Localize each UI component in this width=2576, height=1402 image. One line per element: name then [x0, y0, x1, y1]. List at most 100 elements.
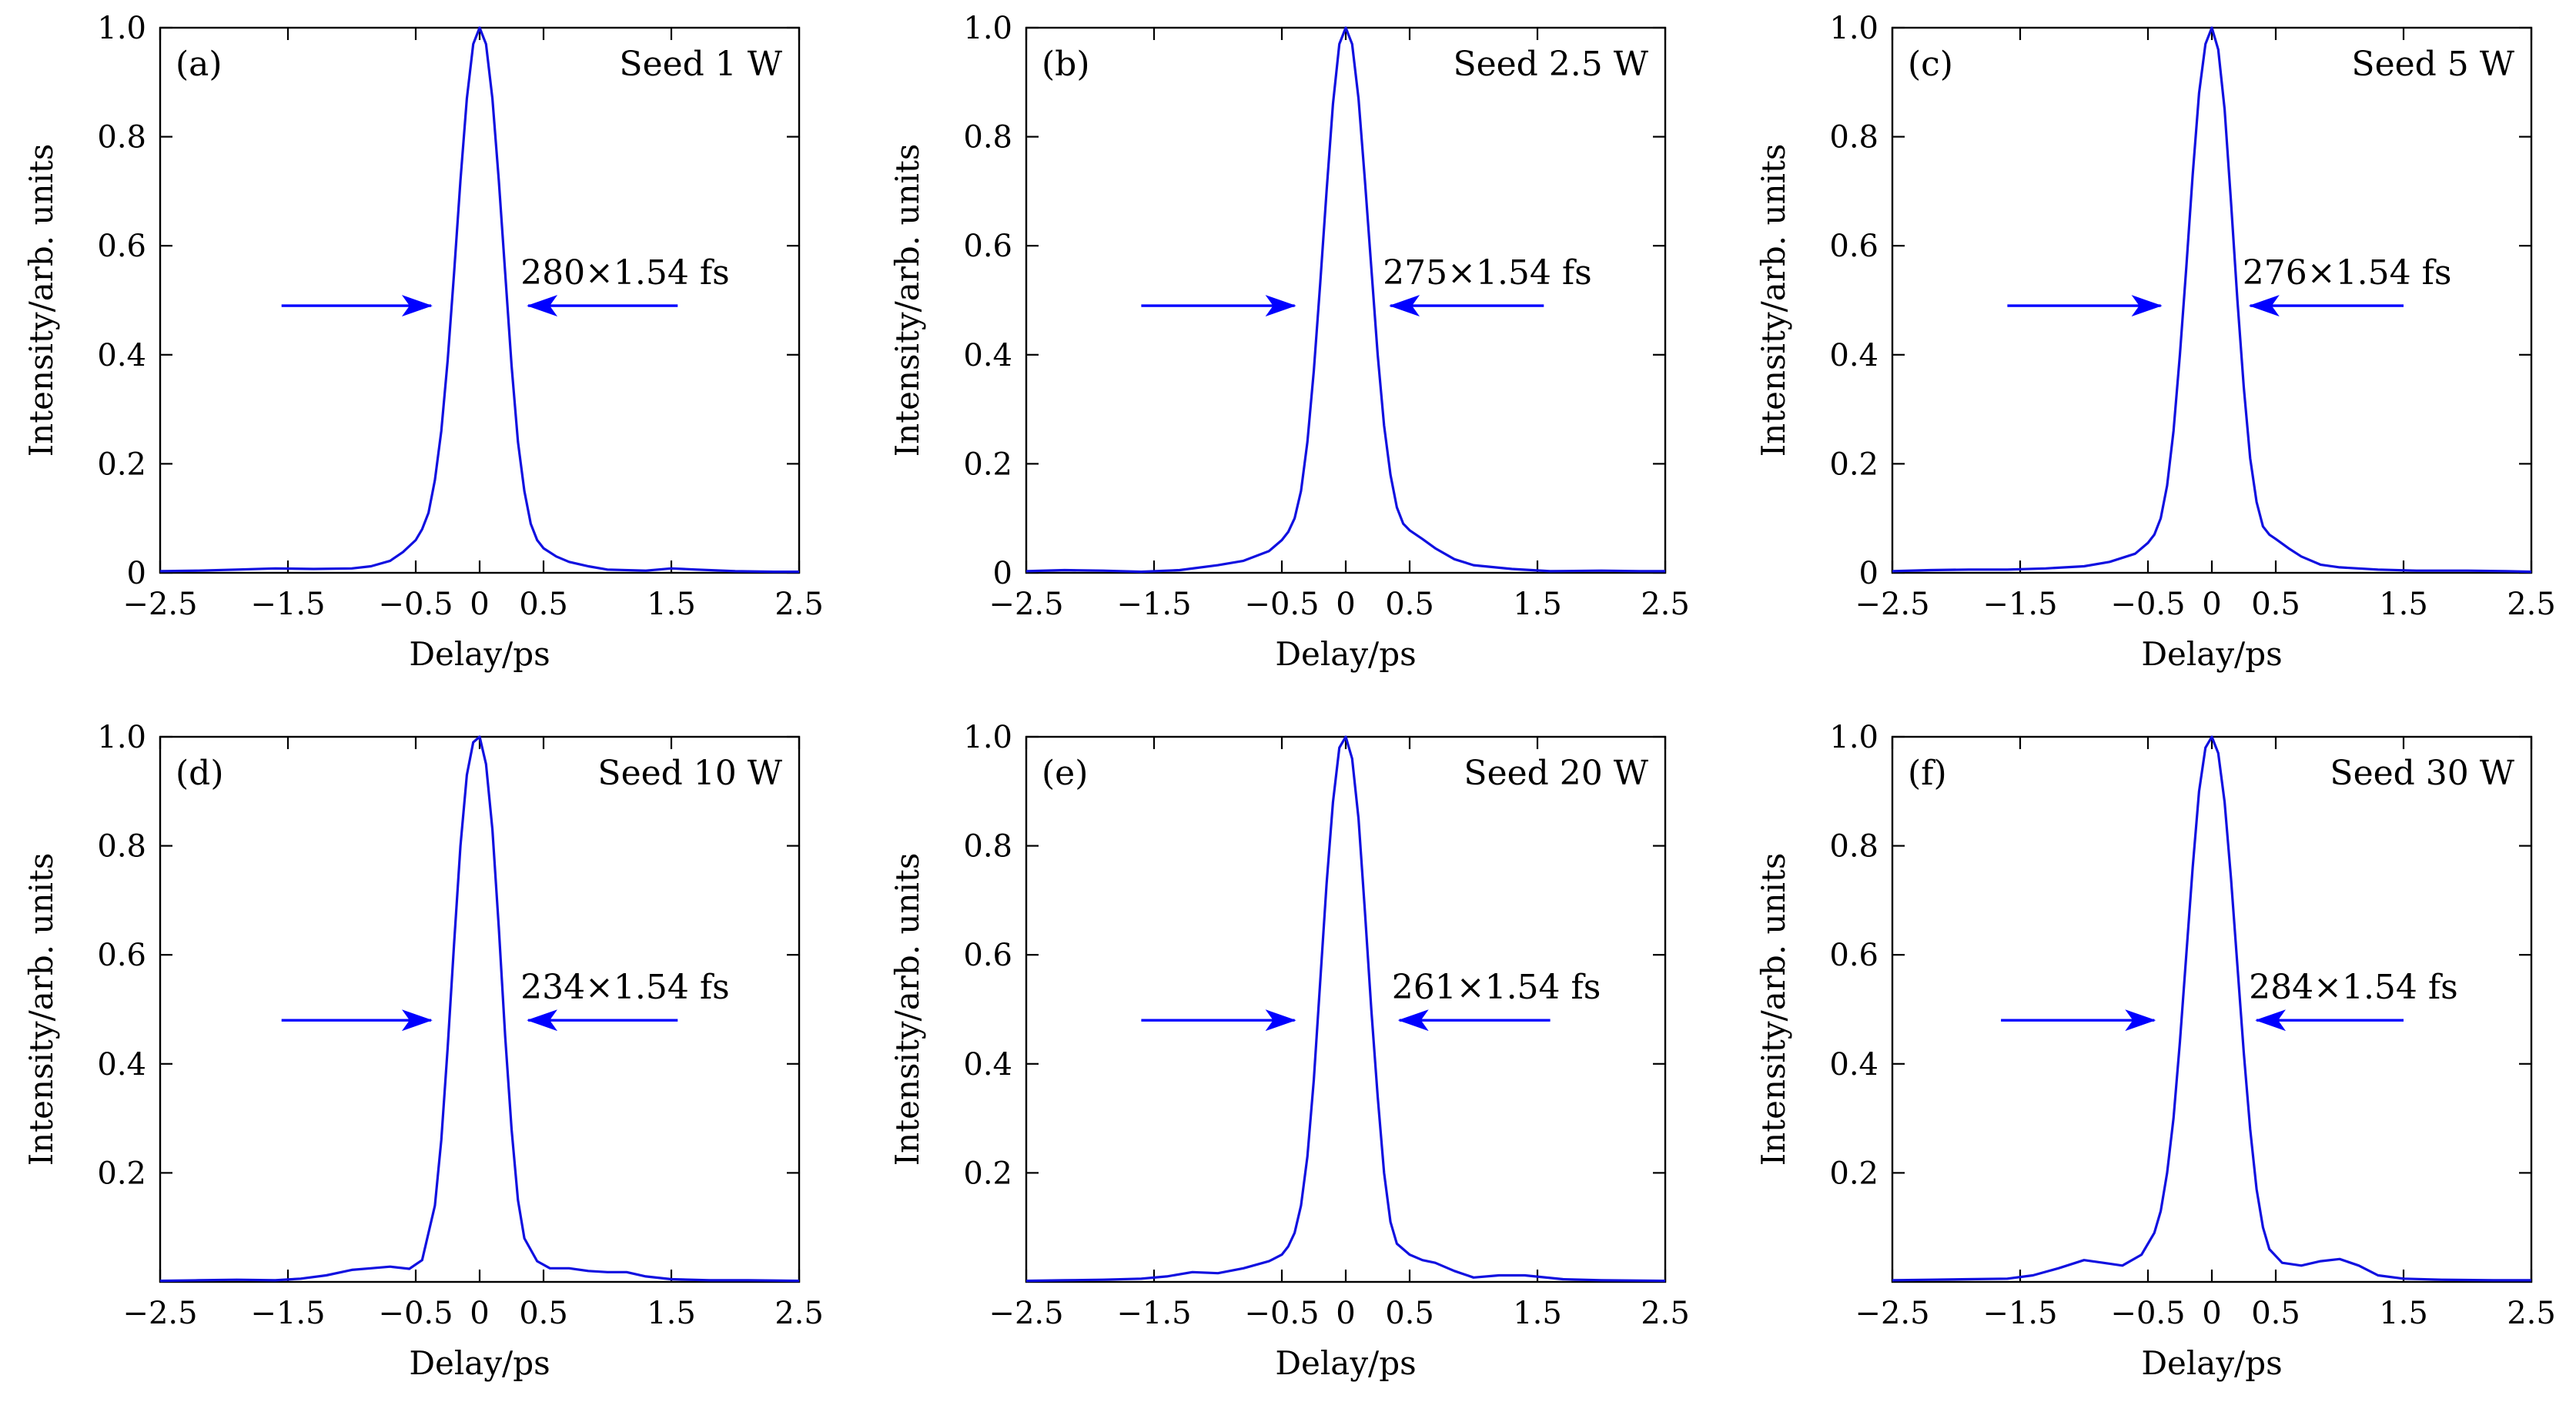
y-tick-label: 0.8	[1829, 829, 1878, 865]
x-tick-label: 1.5	[647, 587, 696, 622]
x-tick-label: −1.5	[1116, 1296, 1191, 1331]
x-tick-label: 0	[1336, 1296, 1355, 1331]
y-tick-label: 0.2	[97, 1156, 146, 1191]
y-tick-label: 0.8	[97, 829, 146, 865]
x-tick-label: 0	[1336, 587, 1355, 622]
y-tick-label: 0.6	[1829, 938, 1878, 973]
y-tick-label: 0.2	[963, 1156, 1012, 1191]
panel-label: (d)	[176, 754, 224, 793]
y-tick-label: 0	[1859, 556, 1878, 591]
x-tick-label: −0.5	[1244, 1296, 1319, 1331]
x-tick-label: −1.5	[1116, 587, 1191, 622]
x-axis-label: Delay/ps	[409, 1344, 550, 1382]
y-tick-label: 0.4	[97, 1047, 146, 1082]
y-tick-label: 0.6	[97, 938, 146, 973]
x-tick-label: 1.5	[1513, 1296, 1562, 1331]
y-tick-label: 0.4	[97, 338, 146, 373]
x-tick-label: 1.5	[647, 1296, 696, 1331]
x-tick-label: −2.5	[989, 587, 1063, 622]
fwhm-label: 261×1.54 fs	[1392, 968, 1601, 1007]
x-tick-label: −0.5	[2110, 587, 2185, 622]
chart-panel-f: −2.5 −1.5 −0.5 0 0.5 1.5 2.5 0.2 0.4 0.6 0.8 1.0 Del…	[1755, 720, 2556, 1382]
x-axis-label: Delay/ps	[2141, 1344, 2282, 1382]
x-tick-label: 0.5	[519, 1296, 568, 1331]
y-tick-label: 0.6	[1829, 229, 1878, 264]
autocorrelation-trace	[1892, 26, 2532, 574]
panel-label: (f)	[1908, 754, 1947, 793]
x-tick-label: 0	[470, 1296, 489, 1331]
x-tick-label: 2.5	[1641, 1296, 1690, 1331]
x-axis-label: Delay/ps	[1275, 1344, 1416, 1382]
x-tick-label: 1.5	[2379, 587, 2428, 622]
y-tick-label: 0.2	[97, 447, 146, 482]
x-tick-label: 0.5	[1385, 1296, 1434, 1331]
chart-panel-d: −2.5 −1.5 −0.5 0 0.5 1.5 2.5 0.2 0.4 0.6 0.8 1.0 Del…	[22, 720, 824, 1382]
x-tick-label: 1.5	[2379, 1296, 2428, 1331]
x-tick-label: 0	[2202, 587, 2221, 622]
autocorrelation-trace	[159, 735, 800, 1283]
x-tick-label: −0.5	[2110, 1296, 2185, 1331]
x-axis-label: Delay/ps	[1275, 635, 1416, 673]
chart-panel-c: −2.5 −1.5 −0.5 0 0.5 1.5 2.5 0 0.2 0.4 0.6 0.8 1.0 De…	[1755, 11, 2556, 673]
chart-panel-b: −2.5 −1.5 −0.5 0 0.5 1.5 2.5 0 0.2 0.4 0.6 0.8 1.0 De…	[888, 11, 1690, 673]
y-tick-label: 0.6	[963, 938, 1012, 973]
y-tick-label: 0	[127, 556, 146, 591]
x-tick-label: −1.5	[250, 1296, 325, 1331]
x-tick-label: 0.5	[519, 587, 568, 622]
fwhm-label: 275×1.54 fs	[1383, 253, 1592, 293]
y-tick-label: 0.4	[963, 1047, 1012, 1082]
x-tick-label: 2.5	[2507, 587, 2556, 622]
x-tick-label: −2.5	[1855, 1296, 1929, 1331]
x-tick-label: −2.5	[1855, 587, 1929, 622]
panel-label: (e)	[1042, 754, 1088, 793]
y-tick-label: 0.4	[1829, 338, 1878, 373]
y-tick-label: 0.8	[97, 120, 146, 156]
x-tick-label: 1.5	[1513, 587, 1562, 622]
y-axis-label: Intensity/arb. units	[22, 853, 60, 1166]
x-tick-label: 2.5	[2507, 1296, 2556, 1331]
fwhm-label: 284×1.54 fs	[2249, 968, 2458, 1007]
x-tick-label: −2.5	[122, 587, 197, 622]
y-tick-label: 1.0	[97, 720, 146, 755]
x-tick-label: −0.5	[378, 587, 453, 622]
y-tick-label: 0	[993, 556, 1012, 591]
x-tick-label: 0.5	[1385, 587, 1434, 622]
y-tick-label: 0.8	[1829, 120, 1878, 156]
x-tick-label: −1.5	[1982, 587, 2057, 622]
y-axis-label: Intensity/arb. units	[1755, 853, 1792, 1166]
chart-panel-e: −2.5 −1.5 −0.5 0 0.5 1.5 2.5 0.2 0.4 0.6 0.8 1.0 Del…	[888, 720, 1690, 1382]
y-tick-label: 0.6	[963, 229, 1012, 264]
y-tick-label: 1.0	[1829, 11, 1878, 46]
y-tick-label: 0.2	[963, 447, 1012, 482]
y-tick-label: 1.0	[963, 11, 1012, 46]
autocorrelation-trace	[1892, 735, 2531, 1282]
chart-panel-a: −2.5 −1.5 −0.5 0 0.5 1.5 2.5 0 0.2 0.4 0.6 0.8 1.0 De…	[22, 11, 824, 673]
fwhm-label: 280×1.54 fs	[520, 253, 730, 293]
x-axis-label: Delay/ps	[2141, 635, 2282, 673]
y-tick-label: 0.6	[97, 229, 146, 264]
y-tick-label: 0.4	[963, 338, 1012, 373]
y-tick-label: 0.8	[963, 829, 1012, 865]
panel-title: Seed 5 W	[2351, 45, 2514, 84]
fwhm-label: 276×1.54 fs	[2243, 253, 2452, 293]
y-axis-label: Intensity/arb. units	[22, 144, 60, 457]
y-axis-label: Intensity/arb. units	[888, 853, 926, 1166]
y-axis-label: Intensity/arb. units	[1755, 144, 1792, 457]
y-tick-label: 1.0	[1829, 720, 1878, 755]
panel-title: Seed 10 W	[597, 754, 782, 793]
x-tick-label: 0.5	[2251, 587, 2300, 622]
x-tick-label: 2.5	[774, 1296, 824, 1331]
autocorrelation-trace	[1025, 26, 1665, 574]
panel-label: (a)	[176, 45, 222, 84]
y-tick-label: 0.4	[1829, 1047, 1878, 1082]
x-tick-label: 2.5	[1641, 587, 1690, 622]
x-tick-label: 0.5	[2251, 1296, 2300, 1331]
y-tick-label: 0.2	[1829, 1156, 1878, 1191]
x-tick-label: −1.5	[250, 587, 325, 622]
autocorrelation-trace	[1025, 735, 1666, 1283]
panel-title: Seed 1 W	[619, 45, 782, 84]
x-tick-label: −0.5	[1244, 587, 1319, 622]
x-tick-label: 0	[470, 587, 489, 622]
